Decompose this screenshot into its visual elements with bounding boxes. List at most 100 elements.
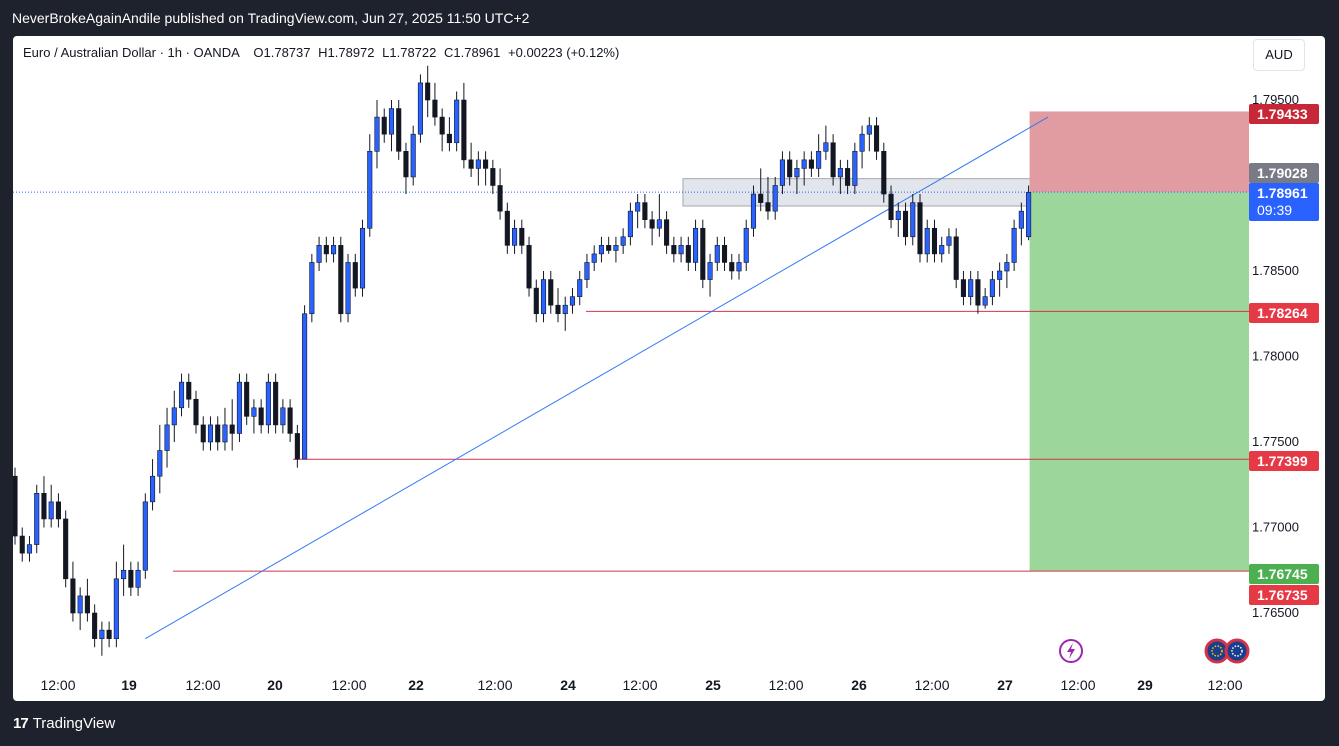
candle [294,424,300,468]
x-tick-label: 19 [121,677,137,693]
price-label-text: 1.78961 [1257,185,1308,201]
au-flag-event-icon[interactable] [1224,638,1250,664]
candle [70,561,76,622]
candle-body [490,168,496,186]
candle [729,253,735,280]
candle [287,399,293,442]
x-tick-label: 22 [408,677,424,693]
candle [475,151,481,186]
low-value: 1.78722 [389,45,437,60]
candle-body [540,279,547,315]
candle-body [178,381,185,409]
chart-panel[interactable]: Euro / Australian Dollar · 1h · OANDA O1… [13,36,1325,701]
price-label-text: 1.79433 [1257,106,1308,122]
candle [606,236,612,254]
candle [200,416,206,451]
candle [63,510,69,588]
candle-body [939,245,945,255]
candles-layer [13,65,1032,656]
countdown-text: 09:39 [1257,202,1292,218]
candle [439,108,445,152]
candle [736,253,742,280]
x-tick-label: 20 [267,677,283,693]
candle-body [432,99,438,118]
price-chart-svg[interactable]: 1.79500 1.78500 1.78000 1.77500 1.77000 1.765… [13,36,1325,701]
low-key: L [382,45,390,60]
candle-body [931,227,938,255]
candle [222,407,228,451]
candle-body [678,245,684,255]
candle [888,185,894,229]
candle [345,253,351,323]
candle-body [265,381,271,426]
candle [92,604,98,648]
candle-body [251,407,257,417]
y-tick-label: 1.77000 [1252,520,1299,535]
price-label-level: 1.78264 [1249,303,1319,323]
candle-body [367,151,373,229]
candle [388,100,395,152]
candle [84,578,90,622]
candle [19,527,25,562]
candle [186,373,192,408]
price-label-text: 1.78264 [1257,305,1308,321]
candle [106,621,112,648]
y-tick-label: 1.77500 [1252,434,1299,449]
candle-body [410,133,416,178]
candle-body [627,210,633,238]
candle [779,151,785,195]
candle-body [519,227,525,246]
candle [34,484,40,554]
candle [519,219,525,254]
candle [178,373,185,417]
y-tick-label: 1.79500 [1252,92,1299,107]
candle [714,236,720,271]
price-label-box [1249,585,1319,605]
candle-body [845,168,851,186]
candle [497,168,503,220]
candle-body [13,475,18,537]
symbol-name[interactable]: Euro / Australian Dollar · 1h · OANDA [23,45,240,60]
candle [989,271,995,306]
currency-button[interactable]: AUD [1253,39,1305,71]
candle-body [693,227,699,263]
zones-layer [682,111,1250,572]
candle-body [323,245,329,255]
candle [273,373,279,434]
candle-body [526,245,532,289]
candle-body [910,202,916,238]
candle [128,561,134,596]
x-tick-label: 12:00 [477,677,512,693]
candle [823,125,829,160]
candle [454,91,460,152]
candle-body [874,125,880,152]
price-label-stop: 1.79433 [1249,104,1319,124]
candle [142,493,148,579]
candle-body [157,450,163,477]
take-profit-zone [1029,192,1249,572]
lightning-event-icon[interactable] [1059,639,1083,663]
candle-body [446,133,452,144]
open-key: O [253,45,264,60]
candle-body [258,407,264,426]
candle [526,236,532,297]
candle [569,288,576,314]
candle-body [714,245,720,263]
candle-body [816,151,822,169]
candle [924,219,930,263]
candle-body [374,116,380,152]
candle-body [997,270,1003,280]
y-tick-label: 1.76500 [1252,605,1299,620]
candle [331,236,337,263]
x-tick-label: 26 [851,677,867,693]
candle-body [41,492,47,520]
tradingview-logo[interactable]: 17 TradingView [13,715,115,732]
candle-body [121,569,127,580]
candle-body [273,381,279,426]
candle [135,561,141,596]
candle [352,253,358,297]
candle [562,296,568,331]
candle-body [359,227,366,289]
candle [620,228,626,254]
candle [410,125,416,186]
